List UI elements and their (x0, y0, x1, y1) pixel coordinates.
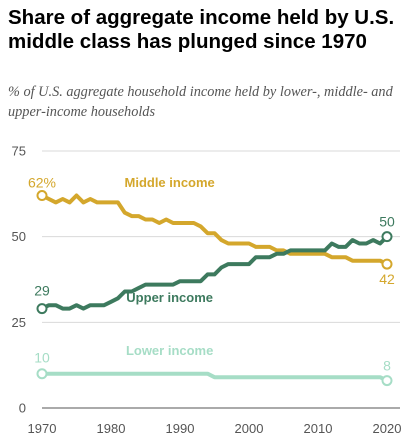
lower-start-point (36, 368, 48, 380)
x-tick-label: 2020 (373, 421, 402, 436)
upper-start-point (36, 303, 48, 315)
lower-end-label: 8 (383, 358, 391, 374)
lower-income-series-label: Lower income (126, 343, 213, 358)
lower-income-line (40, 371, 389, 383)
upper-end-label: 50 (379, 214, 395, 230)
upper-income-line (40, 234, 389, 311)
y-tick-label: 50 (12, 229, 26, 244)
x-tick-label: 2010 (304, 421, 333, 436)
lower-start-label: 10 (34, 350, 50, 366)
chart-title: Share of aggregate income held by U.S. m… (8, 6, 395, 53)
upper-income-series-label: Upper income (126, 290, 213, 305)
x-tick-label: 1980 (97, 421, 126, 436)
lower-end-point (381, 375, 393, 387)
middle-end-label: 42 (379, 271, 395, 287)
middle-income-line (40, 193, 389, 267)
y-tick-label: 75 (12, 144, 26, 159)
middle-start-point (36, 190, 48, 202)
y-tick-label: 0 (19, 401, 26, 416)
upper-start-label: 29 (34, 283, 50, 299)
x-tick-label: 1990 (166, 421, 195, 436)
middle-income-series-label: Middle income (125, 175, 215, 190)
x-tick-label: 1970 (28, 421, 57, 436)
y-tick-label: 25 (12, 315, 26, 330)
middle-start-label: 62% (28, 175, 56, 191)
upper-end-point (381, 231, 393, 243)
chart-subtitle: % of U.S. aggregate household income hel… (8, 84, 393, 120)
middle-end-point (381, 258, 393, 270)
x-tick-label: 2000 (235, 421, 264, 436)
